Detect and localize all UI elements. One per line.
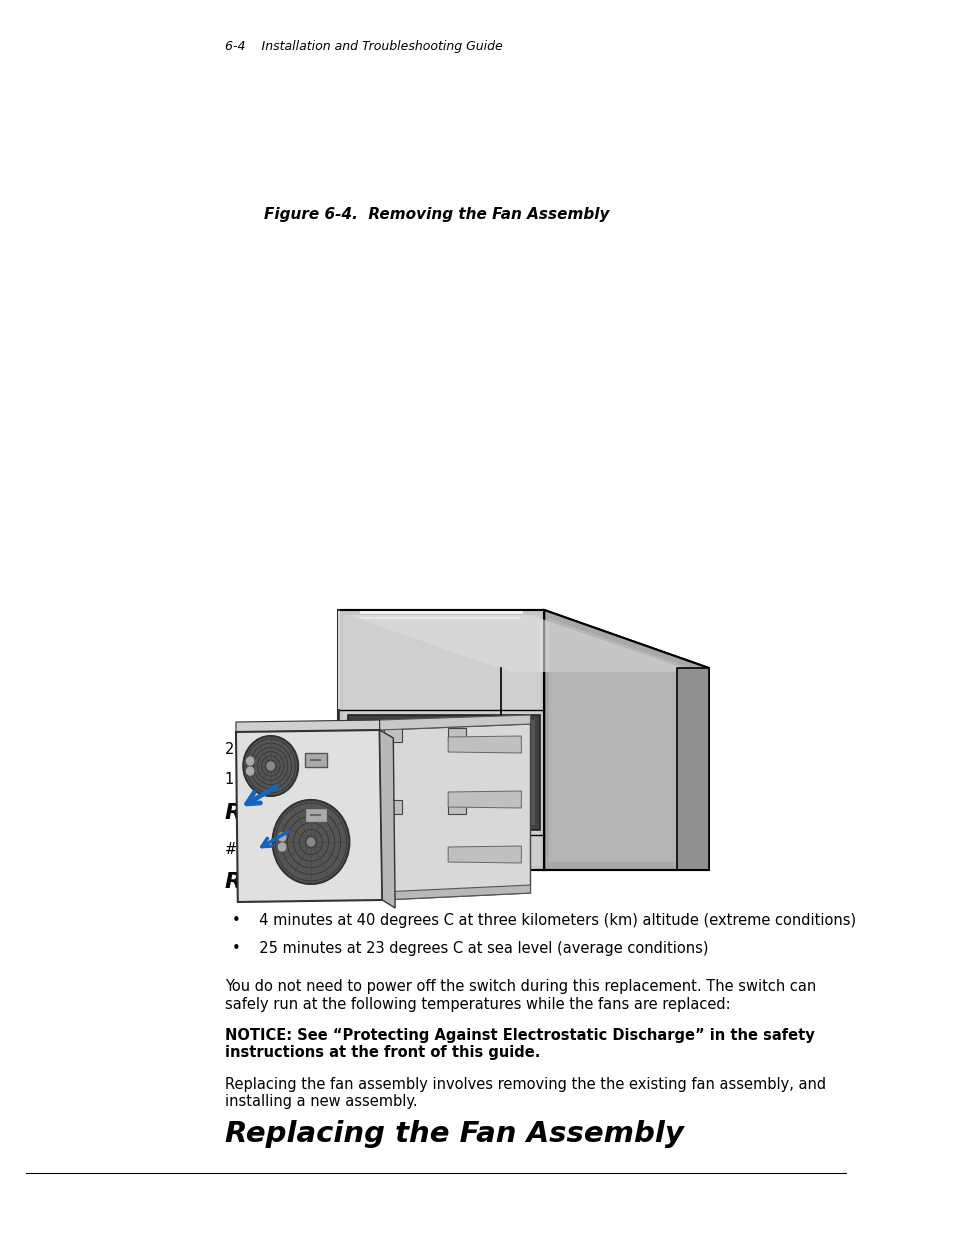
Polygon shape [382,885,530,900]
Polygon shape [548,618,703,862]
Polygon shape [448,846,520,863]
Polygon shape [347,615,695,672]
Polygon shape [384,727,402,742]
Polygon shape [352,720,535,825]
Text: Required Tools: Required Tools [225,872,409,892]
Circle shape [243,736,298,797]
Polygon shape [379,730,395,908]
Polygon shape [304,753,326,767]
Polygon shape [384,800,402,814]
Circle shape [307,839,314,846]
Text: Removing the Fan Assembly: Removing the Fan Assembly [225,803,577,823]
Polygon shape [338,610,543,869]
Polygon shape [448,800,466,814]
Text: Figure 6-4.  Removing the Fan Assembly: Figure 6-4. Removing the Fan Assembly [263,207,608,222]
Text: 6-4    Installation and Troubleshooting Guide: 6-4 Installation and Troubleshooting Gui… [225,40,502,53]
Circle shape [278,844,286,851]
Polygon shape [448,790,520,808]
Circle shape [246,767,253,776]
Text: You do not need to power off the switch during this replacement. The switch can
: You do not need to power off the switch … [225,979,816,1011]
Text: 2.    Pull the assembly out of the switch as shown in Figure 6-4.: 2. Pull the assembly out of the switch a… [225,742,688,757]
Text: Replacing the fan assembly involves removing the the existing fan assembly, and
: Replacing the fan assembly involves remo… [225,1077,825,1109]
Polygon shape [448,736,520,753]
Polygon shape [304,808,326,823]
Text: •    4 minutes at 40 degrees C at three kilometers (km) altitude (extreme condit: • 4 minutes at 40 degrees C at three kil… [232,913,856,927]
Circle shape [273,800,349,884]
Circle shape [278,832,286,841]
Polygon shape [676,668,708,869]
Polygon shape [235,720,379,732]
Polygon shape [448,727,466,742]
Text: 1.    Loosen the four front thumb-screws.: 1. Loosen the four front thumb-screws. [225,772,524,787]
Text: Replacing the Fan Assembly: Replacing the Fan Assembly [225,1120,683,1149]
Text: NOTICE: See “Protecting Against Electrostatic Discharge” in the safety
instructi: NOTICE: See “Protecting Against Electros… [225,1028,814,1060]
Polygon shape [379,724,530,900]
Polygon shape [343,615,539,864]
Text: #1 Phillips-head screwdriver: #1 Phillips-head screwdriver [225,842,435,857]
Circle shape [246,757,253,764]
Polygon shape [235,730,382,902]
Circle shape [267,762,274,769]
Polygon shape [347,715,539,830]
Polygon shape [338,610,708,668]
Polygon shape [543,610,708,869]
Polygon shape [379,715,530,730]
Text: •    25 minutes at 23 degrees C at sea level (average conditions): • 25 minutes at 23 degrees C at sea leve… [232,941,708,956]
